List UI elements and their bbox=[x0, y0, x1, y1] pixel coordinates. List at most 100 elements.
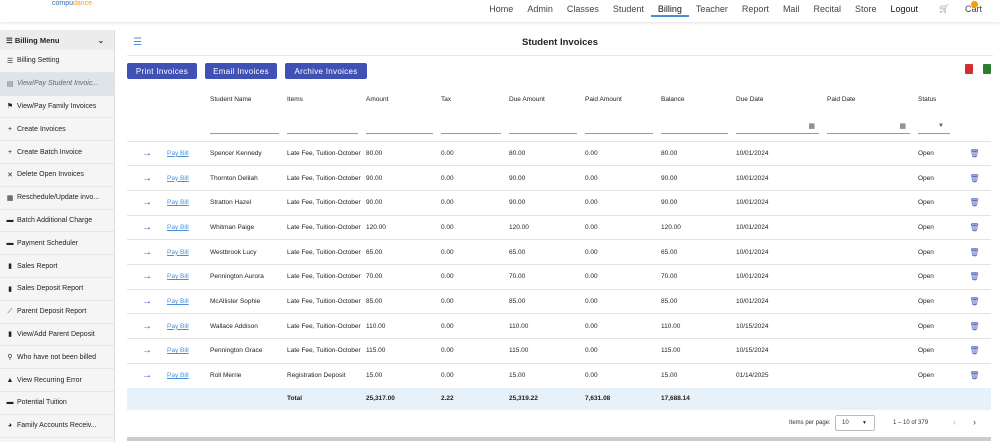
col-student-name[interactable]: Student Name bbox=[206, 85, 283, 113]
hamburger-icon[interactable]: ☰ bbox=[133, 37, 142, 48]
filter-student-name[interactable] bbox=[210, 120, 279, 134]
nav-billing[interactable]: Billing bbox=[650, 3, 689, 17]
export-excel-icon[interactable] bbox=[983, 64, 991, 74]
delete-icon[interactable]: 🗑 bbox=[954, 263, 991, 290]
pay-bill-link[interactable]: Pay Bill bbox=[167, 297, 189, 305]
page-size-select[interactable]: 10 ▼ bbox=[835, 415, 875, 431]
col-paid-date[interactable]: Paid Date bbox=[823, 85, 914, 113]
export-pdf-icon[interactable] bbox=[965, 64, 973, 74]
sidebar-item[interactable]: ▬ Batch Additional Charge bbox=[0, 210, 114, 233]
arrow-right-icon[interactable]: → bbox=[127, 239, 163, 265]
horizontal-scrollbar[interactable] bbox=[127, 437, 991, 441]
arrow-right-icon[interactable]: → bbox=[127, 263, 163, 290]
arrow-right-icon[interactable]: → bbox=[127, 288, 163, 314]
col-status[interactable]: Status bbox=[914, 85, 954, 113]
nav-student[interactable]: Student bbox=[612, 4, 644, 14]
filter-due-date[interactable]: ▦ bbox=[736, 120, 819, 134]
nav-store[interactable]: Store bbox=[854, 4, 877, 14]
email-invoices-button[interactable]: Email Invoices bbox=[205, 63, 277, 79]
pay-bill-link[interactable]: Pay Bill bbox=[167, 322, 189, 330]
arrow-right-icon[interactable]: → bbox=[127, 338, 163, 364]
col-paid-amount[interactable]: Paid Amount bbox=[581, 85, 657, 113]
sidebar-item-label: View/Pay Family Invoices bbox=[17, 102, 97, 110]
delete-icon[interactable]: 🗑 bbox=[954, 214, 991, 240]
arrow-right-icon[interactable]: → bbox=[127, 362, 163, 388]
pay-bill-link[interactable]: Pay Bill bbox=[167, 174, 189, 182]
delete-icon[interactable]: 🗑 bbox=[954, 239, 991, 265]
delete-icon[interactable]: 🗑 bbox=[954, 165, 991, 191]
nav-classes[interactable]: Classes bbox=[566, 4, 599, 14]
arrow-right-icon[interactable]: → bbox=[127, 313, 163, 339]
chevron-down-icon[interactable]: ⌄ bbox=[97, 35, 104, 45]
table-row: → Pay Bill Stratton Hazel Late Fee, Tuition… bbox=[127, 189, 991, 216]
sidebar-item[interactable]: ✕ Delete Open Invoices bbox=[0, 164, 114, 187]
arrow-right-icon[interactable]: → bbox=[127, 214, 163, 240]
cell-balance: 120.00 bbox=[657, 214, 732, 240]
nav-admin[interactable]: Admin bbox=[527, 4, 553, 14]
sidebar-item[interactable]: ⚑ View/Pay Family Invoices bbox=[0, 96, 114, 119]
filter-due-amount[interactable] bbox=[509, 120, 577, 134]
pay-bill-link[interactable]: Pay Bill bbox=[167, 223, 189, 231]
arrow-right-icon[interactable]: → bbox=[127, 165, 163, 191]
brand-logo[interactable]: compudance bbox=[52, 0, 93, 7]
pay-bill-link[interactable]: Pay Bill bbox=[167, 149, 189, 157]
arrow-right-icon[interactable]: → bbox=[127, 189, 163, 216]
pay-bill-link[interactable]: Pay Bill bbox=[167, 347, 189, 355]
sidebar-item[interactable]: ▮ Sales Deposit Report bbox=[0, 278, 114, 301]
print-invoices-button[interactable]: Print Invoices bbox=[127, 63, 197, 79]
pay-bill-link[interactable]: Pay Bill bbox=[167, 248, 189, 256]
filter-status[interactable]: ▼ bbox=[918, 120, 950, 134]
delete-icon[interactable]: 🗑 bbox=[954, 189, 991, 216]
next-page-button[interactable]: › bbox=[973, 417, 976, 427]
sidebar-item[interactable]: ▤ View/Pay Student Invoic... bbox=[0, 72, 114, 96]
filter-paid-date[interactable]: ▦ bbox=[827, 120, 910, 134]
pay-bill-link[interactable]: Pay Bill bbox=[167, 199, 189, 207]
col-balance[interactable]: Balance bbox=[657, 85, 732, 113]
pay-bill-link[interactable]: Pay Bill bbox=[167, 273, 189, 281]
delete-icon[interactable]: 🗑 bbox=[954, 313, 991, 339]
sidebar-item[interactable]: ▬ Payment Scheduler bbox=[0, 232, 114, 256]
nav-teacher[interactable]: Teacher bbox=[695, 4, 728, 14]
col-items[interactable]: Items bbox=[283, 85, 362, 113]
col-amount[interactable]: Amount bbox=[362, 85, 437, 113]
calendar-icon[interactable]: ▦ bbox=[899, 122, 906, 130]
sidebar-item[interactable]: ▬ Potential Tuition bbox=[0, 392, 114, 415]
col-tax[interactable]: Tax bbox=[437, 85, 505, 113]
sidebar-item[interactable]: + Create Batch Invoice bbox=[0, 141, 114, 164]
delete-icon[interactable]: 🗑 bbox=[954, 288, 991, 314]
filter-tax[interactable] bbox=[441, 120, 501, 134]
delete-icon[interactable]: 🗑 bbox=[954, 362, 991, 388]
col-due-amount[interactable]: Due Amount bbox=[505, 85, 581, 113]
logout-link[interactable]: Logout bbox=[890, 4, 919, 14]
delete-icon[interactable]: 🗑 bbox=[954, 140, 991, 166]
nav-home[interactable]: Home bbox=[489, 4, 514, 14]
sidebar-item[interactable]: ◕ Family Accounts Receiv... bbox=[0, 415, 114, 438]
nav-mail[interactable]: Mail bbox=[782, 4, 800, 14]
calendar-icon[interactable]: ▦ bbox=[808, 122, 815, 130]
sidebar-item[interactable]: ▦ Reschedule/Update invo... bbox=[0, 187, 114, 210]
filter-items[interactable] bbox=[287, 120, 358, 134]
pay-bill-link[interactable]: Pay Bill bbox=[167, 372, 189, 380]
archive-invoices-button[interactable]: Archive Invoices bbox=[285, 63, 367, 79]
sidebar-item[interactable]: ☰ Billing Setting bbox=[0, 50, 114, 73]
previous-page-button[interactable]: ‹ bbox=[953, 417, 956, 427]
cell-tax: 0.00 bbox=[437, 338, 505, 364]
sidebar-item[interactable]: ⚲ Who have not been billed bbox=[0, 346, 114, 370]
sidebar-item[interactable]: ⟋ Parent Deposit Report bbox=[0, 301, 114, 324]
cell-due-amount: 80.00 bbox=[505, 140, 581, 166]
sidebar-item[interactable]: ▲ View Recurring Error bbox=[0, 369, 114, 392]
arrow-right-icon[interactable]: → bbox=[127, 140, 163, 166]
delete-icon[interactable]: 🗑 bbox=[954, 338, 991, 364]
sidebar-item[interactable]: ▮ Sales Report bbox=[0, 255, 114, 278]
col-due-date[interactable]: Due Date bbox=[732, 85, 823, 113]
cart-icon: 🛒 bbox=[939, 4, 949, 13]
cart-link[interactable]: 🛒 Cart bbox=[925, 3, 996, 17]
filter-amount[interactable] bbox=[366, 120, 433, 134]
sidebar-item[interactable]: + Create Invoices bbox=[0, 118, 114, 142]
billing-menu-header[interactable]: ☰ Billing Menu ⌄ bbox=[0, 30, 114, 50]
nav-report[interactable]: Report bbox=[741, 4, 769, 14]
sidebar-item[interactable]: ▮ View/Add Parent Deposit bbox=[0, 324, 114, 347]
nav-recital[interactable]: Recital bbox=[813, 4, 841, 14]
filter-balance[interactable] bbox=[661, 120, 728, 134]
filter-paid-amount[interactable] bbox=[585, 120, 653, 134]
